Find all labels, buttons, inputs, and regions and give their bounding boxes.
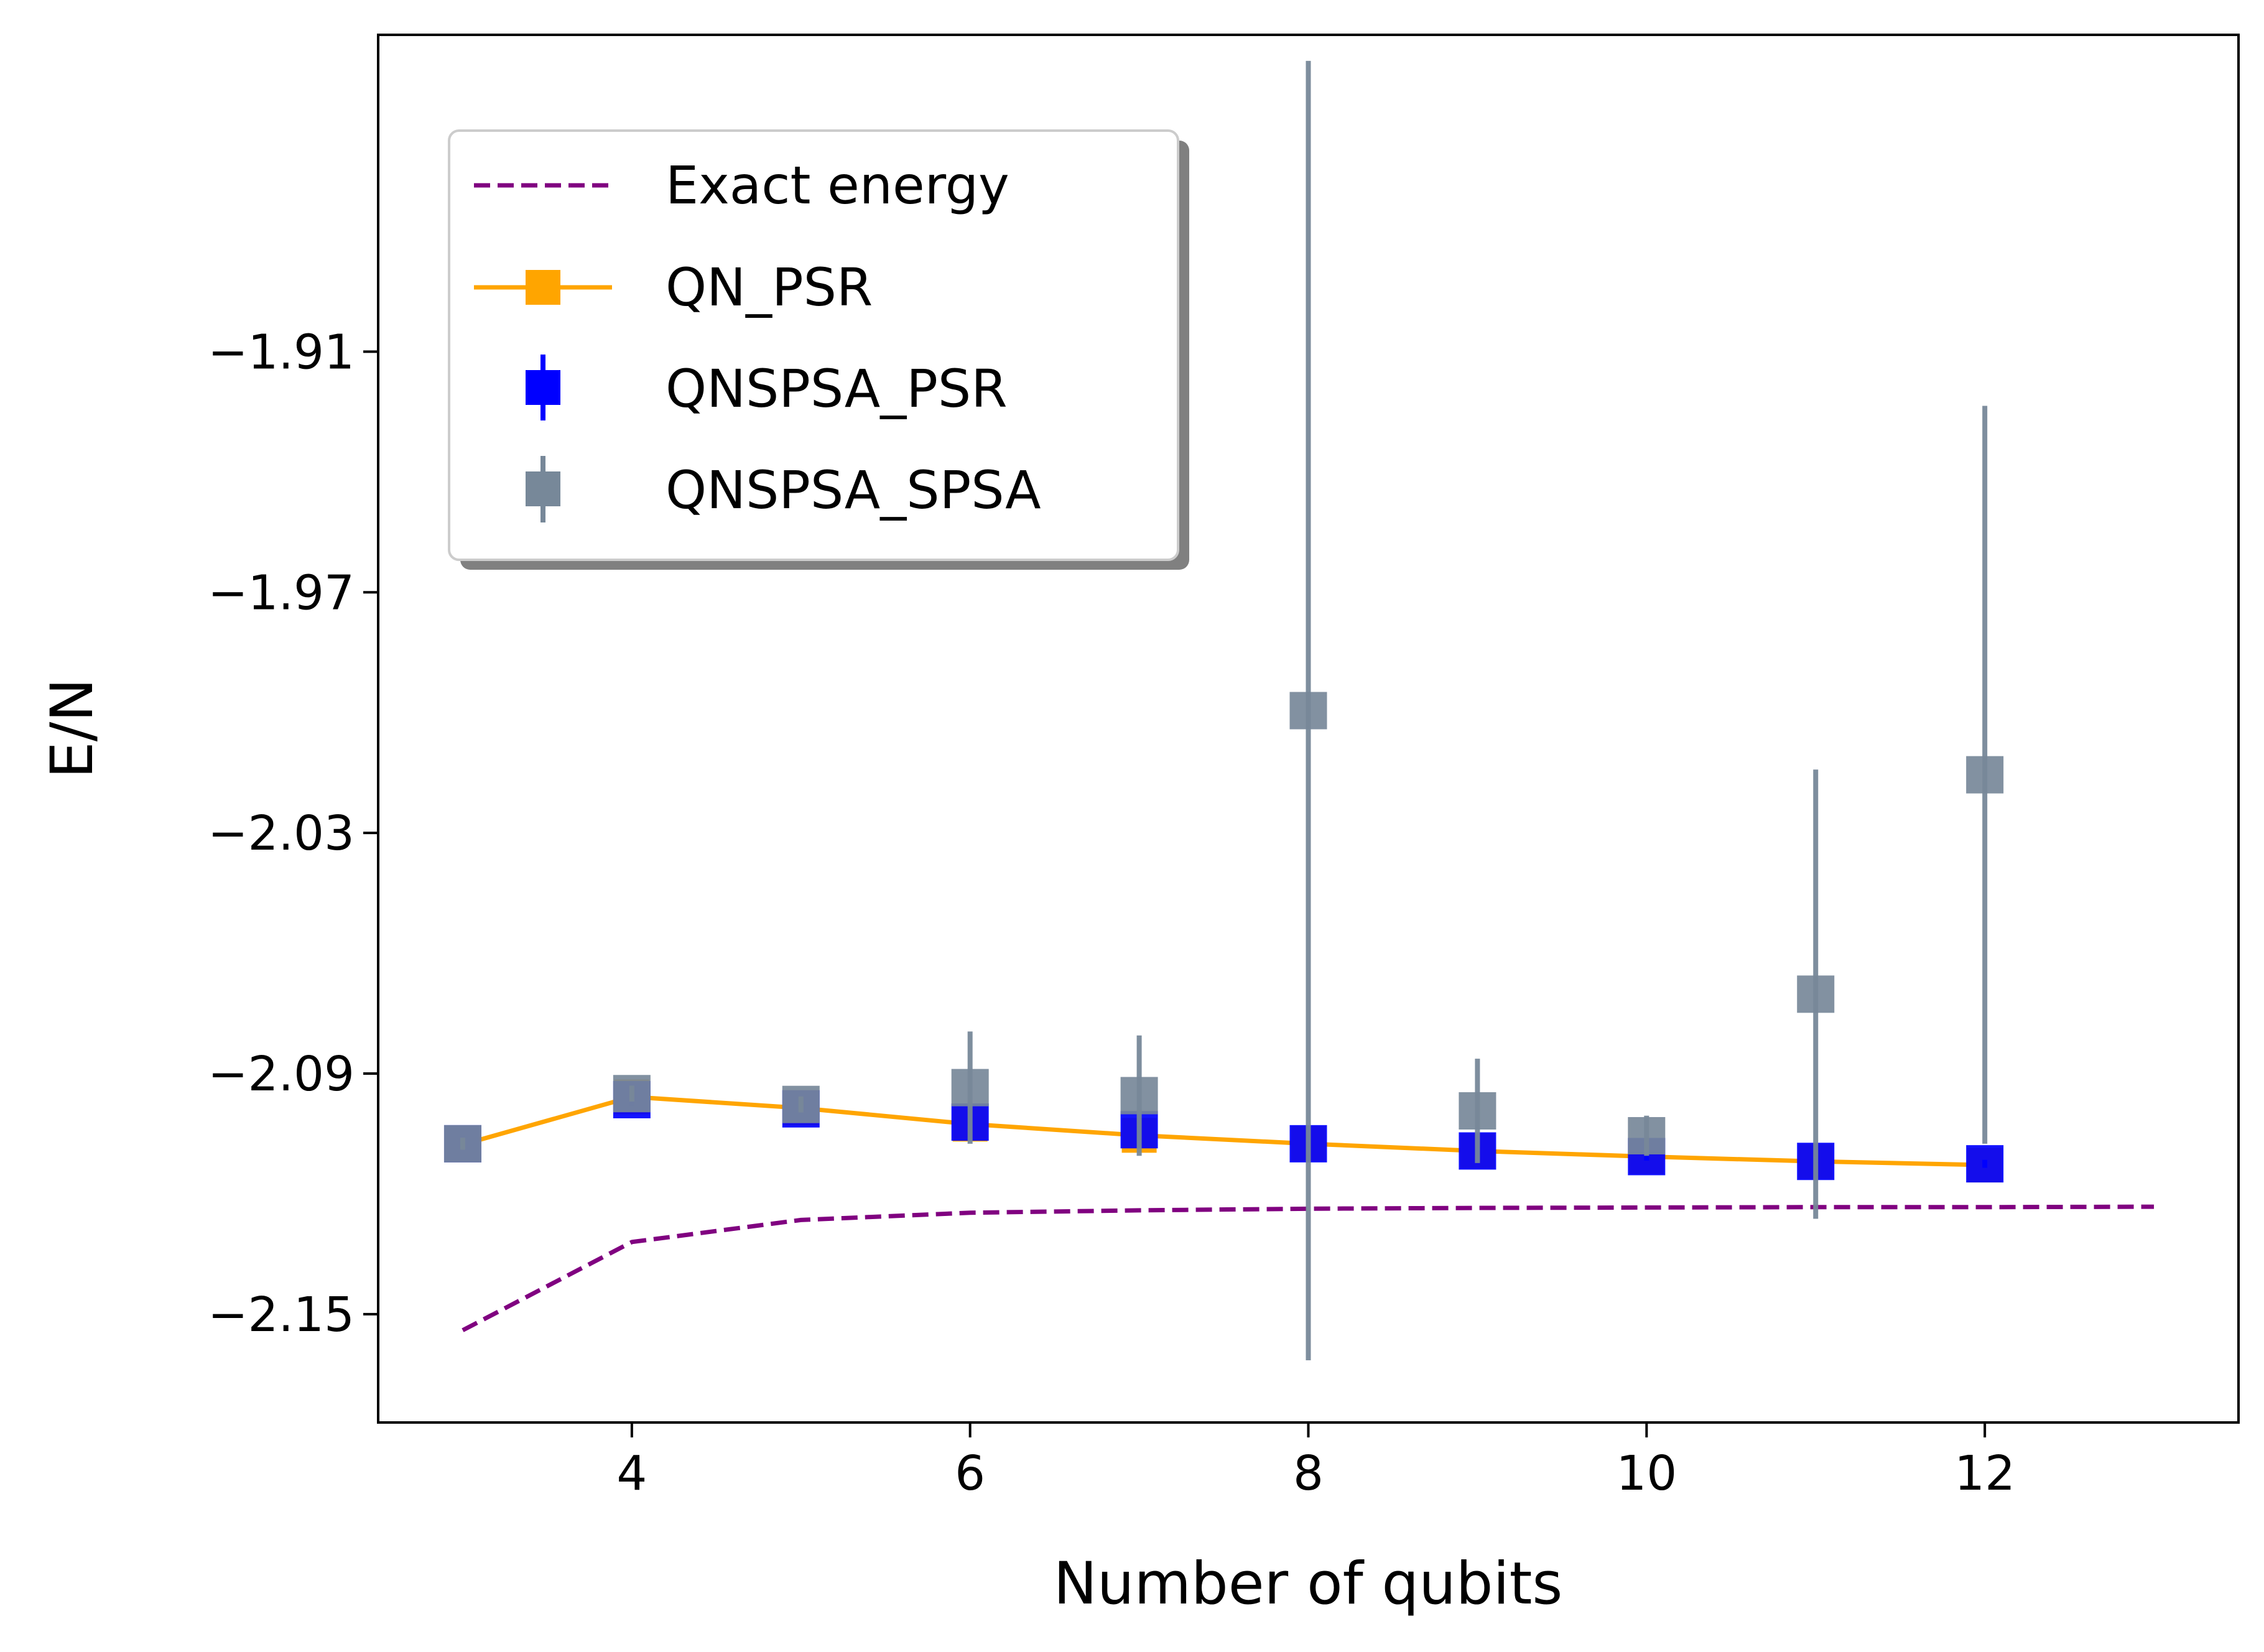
qnspsa-spsa-marker <box>1628 1116 1666 1154</box>
exact-energy-series <box>462 1204 2155 1332</box>
y-tick-label: −1.91 <box>208 325 355 380</box>
qnspsa-spsa-series <box>443 60 2004 1361</box>
qnspsa-psr-marker <box>1966 1145 2004 1183</box>
x-axis-label: Number of qubits <box>1054 1550 1563 1618</box>
y-tick-label: −2.03 <box>208 806 355 861</box>
qnspsa-spsa-marker <box>1797 975 1835 1013</box>
x-tick-label: 10 <box>1616 1446 1677 1501</box>
legend-qnspsa-psr-swatch-marker <box>526 370 560 405</box>
qnspsa-spsa-marker <box>1289 692 1327 730</box>
legend-exact-energy-label: Exact energy <box>666 155 1009 216</box>
qnspsa-spsa-marker <box>782 1085 820 1123</box>
y-tick-label: −2.09 <box>208 1047 355 1102</box>
y-tick-label: −1.97 <box>208 565 355 621</box>
x-tick-label: 6 <box>955 1446 985 1501</box>
qnspsa-spsa-marker <box>951 1069 989 1107</box>
x-tick-label: 8 <box>1293 1446 1324 1501</box>
qnspsa-spsa-marker <box>1459 1092 1496 1130</box>
legend-qnspsa-spsa-label: QNSPSA_SPSA <box>666 460 1041 521</box>
exact-energy-line <box>462 1204 2155 1332</box>
qnspsa-spsa-marker <box>1966 756 2004 794</box>
x-tick-label: 4 <box>616 1446 647 1501</box>
legend-qn-psr-label: QN_PSR <box>666 257 873 318</box>
x-tick-label: 12 <box>1954 1446 2015 1501</box>
qnspsa-spsa-marker <box>443 1125 481 1162</box>
qn-psr-line <box>462 1094 1985 1167</box>
y-axis-label: E/N <box>39 678 106 778</box>
qnspsa-spsa-marker <box>613 1075 651 1113</box>
x-axis-ticks: 4 6 8 10 12 <box>616 1422 2015 1501</box>
y-axis-ticks: −1.91 −1.97 −2.03 −2.09 −2.15 <box>208 325 378 1343</box>
legend: Exact energy QN_PSR QNSPSA_PSR QNSPSA_SP… <box>448 129 1189 570</box>
legend-qnspsa-spsa-swatch-marker <box>526 471 560 506</box>
qnspsa-spsa-marker <box>1120 1077 1158 1115</box>
legend-qnspsa-psr-label: QNSPSA_PSR <box>666 358 1008 419</box>
legend-qn-psr-swatch-marker <box>526 270 560 305</box>
y-tick-label: −2.15 <box>208 1288 355 1343</box>
legend-box <box>448 129 1179 561</box>
